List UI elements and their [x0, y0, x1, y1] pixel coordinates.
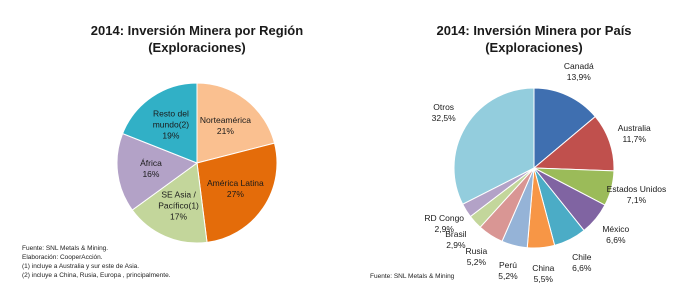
notes: Fuente: SNL Metals & Mining. Elaboración:… [22, 244, 171, 280]
slice-label: Perú 5,2% [468, 260, 548, 282]
value-label: 32,5% [431, 112, 456, 123]
category-label: Norteamérica [199, 115, 251, 126]
subtitle-text: (Exploraciones) [485, 40, 583, 55]
category-label: África [140, 157, 162, 168]
value-label: 21% [216, 126, 234, 137]
category-label: Resto del mundo(2) [152, 108, 190, 130]
category-label: Australia [617, 122, 651, 133]
note: Fuente: SNL Metals & Mining. [22, 245, 109, 252]
category-label: RD Congo [424, 213, 465, 224]
category-label: Canadá [563, 60, 594, 71]
value-label: 19% [162, 130, 180, 141]
pie-slice [196, 142, 278, 243]
value-label: 5,5% [533, 273, 553, 284]
slice-label: Otros 32,5% [404, 102, 484, 124]
value-label: 6,6% [606, 235, 626, 246]
value-label: 11,7% [622, 133, 646, 144]
pie-slice [196, 82, 276, 164]
value-label: 6,6% [572, 262, 592, 273]
note: Elaboración: CooperAcción. [22, 254, 103, 261]
value-label: 2,9% [434, 224, 454, 235]
category-label: China [532, 262, 555, 273]
slice-label: SE Asia / Pacífico(1) 17% [148, 189, 210, 222]
value-label: 2,9% [446, 239, 466, 250]
category-label: Brasil [445, 228, 467, 239]
pie-slice [533, 87, 596, 170]
slice-label: Chile 6,6% [542, 252, 622, 274]
value-label: 27% [226, 189, 244, 200]
category-label: Perú [499, 259, 517, 270]
note: Fuente: SNL Metals & Mining [370, 273, 455, 280]
slice-label: África 16% [120, 158, 182, 180]
chart-title: 2014: Inversión Minera por Región (Explor… [91, 22, 303, 56]
note: (2) incluye a China, Rusia, Europa , pri… [22, 272, 171, 279]
note: (1) incluye a Australia y sur este de As… [22, 263, 140, 270]
title-text: 2014: Inversión Minera por País [436, 23, 632, 38]
slice-label: América Latina 27% [204, 178, 266, 200]
pie-slice [453, 87, 535, 205]
slice-label: Estados Unidos 7,1% [596, 184, 676, 206]
slice-label: México 6,6% [576, 224, 656, 246]
category-label: Chile [572, 251, 592, 262]
slice-label: Brasil 2,9% [416, 229, 496, 251]
slice-label: Norteamérica 21% [194, 115, 256, 137]
category-label: Estados Unidos [606, 184, 667, 195]
category-label: México [602, 224, 630, 235]
pie-slice [116, 132, 199, 211]
value-label: 17% [170, 211, 188, 222]
value-label: 13,9% [566, 71, 591, 82]
value-label: 5,2% [498, 270, 518, 281]
chart-title: 2014: Inversión Minera por País (Explorac… [436, 22, 631, 56]
category-label: América Latina [207, 178, 264, 189]
slice-label: RD Congo 2,9% [404, 213, 484, 235]
category-label: SE Asia / Pacífico(1) [158, 189, 199, 211]
category-label: Otros [433, 101, 455, 112]
pie-slice [121, 82, 198, 164]
value-label: 5,2% [466, 256, 487, 267]
slice-label: Australia 11,7% [594, 123, 674, 145]
notes: Fuente: SNL Metals & Mining [370, 272, 454, 281]
slice-label: Canadá 13,9% [539, 61, 619, 83]
slice-label: Rusia 5,2% [436, 246, 516, 268]
value-label: 16% [142, 168, 160, 179]
subtitle-text: (Exploraciones) [148, 40, 246, 55]
pie-slice [131, 162, 208, 244]
slice-label: Resto del mundo(2) 19% [140, 108, 202, 141]
slice-label: China 5,5% [503, 263, 583, 285]
category-label: Rusia [465, 245, 488, 256]
title-text: 2014: Inversión Minera por Región [90, 23, 304, 38]
value-label: 7,1% [626, 195, 647, 206]
